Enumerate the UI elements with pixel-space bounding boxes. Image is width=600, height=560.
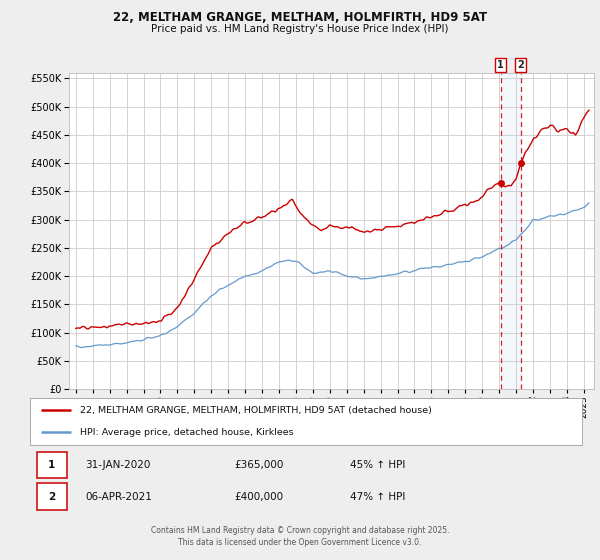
FancyBboxPatch shape bbox=[37, 483, 67, 510]
Text: 22, MELTHAM GRANGE, MELTHAM, HOLMFIRTH, HD9 5AT: 22, MELTHAM GRANGE, MELTHAM, HOLMFIRTH, … bbox=[113, 11, 487, 24]
Text: £400,000: £400,000 bbox=[234, 492, 283, 502]
Text: 45% ↑ HPI: 45% ↑ HPI bbox=[350, 460, 406, 470]
Text: 2: 2 bbox=[517, 60, 524, 70]
Text: Contains HM Land Registry data © Crown copyright and database right 2025.
This d: Contains HM Land Registry data © Crown c… bbox=[151, 526, 449, 547]
Text: 1: 1 bbox=[497, 60, 504, 70]
Text: 06-APR-2021: 06-APR-2021 bbox=[85, 492, 152, 502]
Text: 1: 1 bbox=[48, 460, 55, 470]
Text: Price paid vs. HM Land Registry's House Price Index (HPI): Price paid vs. HM Land Registry's House … bbox=[151, 24, 449, 34]
Text: £365,000: £365,000 bbox=[234, 460, 284, 470]
Text: 22, MELTHAM GRANGE, MELTHAM, HOLMFIRTH, HD9 5AT (detached house): 22, MELTHAM GRANGE, MELTHAM, HOLMFIRTH, … bbox=[80, 406, 431, 415]
FancyBboxPatch shape bbox=[37, 452, 67, 478]
Text: 31-JAN-2020: 31-JAN-2020 bbox=[85, 460, 151, 470]
Bar bbox=[500, 73, 521, 389]
Text: 2: 2 bbox=[48, 492, 55, 502]
Text: 47% ↑ HPI: 47% ↑ HPI bbox=[350, 492, 406, 502]
Text: HPI: Average price, detached house, Kirklees: HPI: Average price, detached house, Kirk… bbox=[80, 428, 293, 437]
